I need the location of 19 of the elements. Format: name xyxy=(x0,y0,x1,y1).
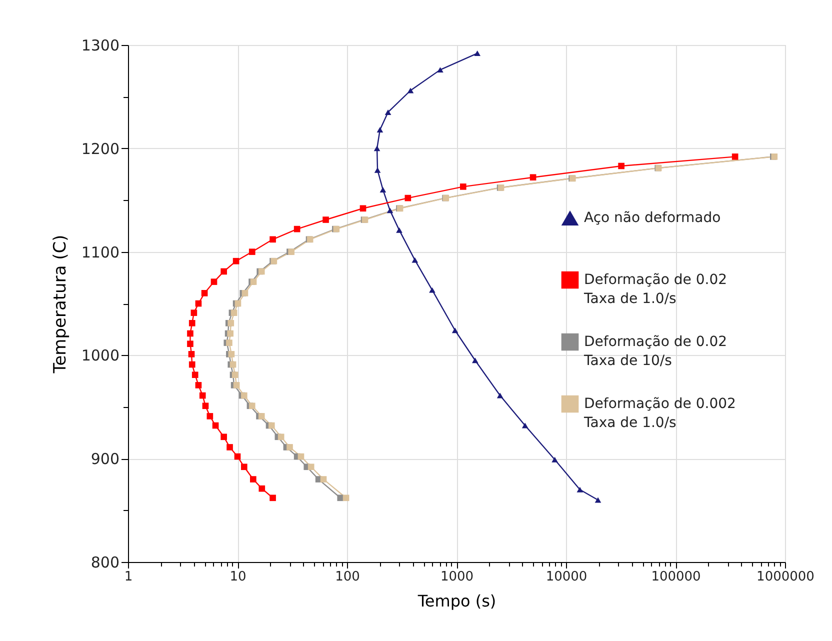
x-tick-label: 100000 xyxy=(651,570,701,584)
y-tick-label: 1100 xyxy=(81,243,120,262)
legend-label: Deformação de 0.02 Taxa de 10/s xyxy=(583,334,728,369)
x-axis-title: Tempo (s) xyxy=(416,592,496,610)
legend-label: Deformação de 0.02 Taxa de 1.0/s xyxy=(583,272,728,307)
legend-label: Aço não deformado xyxy=(584,210,721,226)
legend-label: Deformação de 0.002 Taxa de 1.0/s xyxy=(583,396,736,431)
y-tick-label: 1200 xyxy=(81,140,120,158)
x-tick-label: 10 xyxy=(230,570,246,584)
y-axis-title: Temperatura (C) xyxy=(50,234,70,374)
x-tick-label: 1 xyxy=(124,570,133,584)
y-tick-label: 1300 xyxy=(81,36,120,54)
x-tick-label: 1000000 xyxy=(756,570,814,584)
y-tick-label: 1000 xyxy=(81,346,120,365)
x-tick-label: 100 xyxy=(335,570,360,584)
x-tick-label: 1000 xyxy=(440,570,474,584)
y-tick-label: 900 xyxy=(90,450,120,468)
x-tick-label: 10000 xyxy=(546,570,588,584)
y-tick-label: 800 xyxy=(90,554,120,572)
